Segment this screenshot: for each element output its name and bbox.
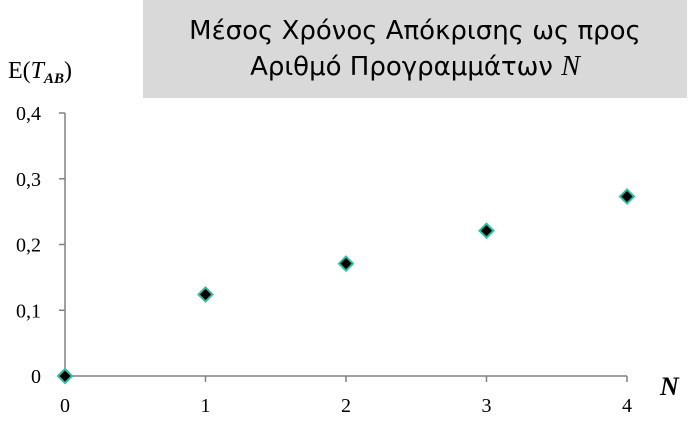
x-tick-label: 3 xyxy=(482,395,492,417)
x-axis-label: N xyxy=(660,372,679,401)
y-axis-label-prefix: E( xyxy=(8,58,31,84)
chart-title-line-1: Μέσος Χρόνος Απόκρισης ως προς xyxy=(189,16,641,46)
y-axis-label: E(TAB) xyxy=(8,58,72,88)
x-tick-label: 2 xyxy=(341,395,351,417)
chart-title-text: Αριθμό Προγραμμάτων xyxy=(250,52,553,82)
y-tick-label: 0,2 xyxy=(16,235,41,257)
data-point xyxy=(618,188,636,205)
y-tick-label: 0,3 xyxy=(16,169,41,191)
data-point xyxy=(337,255,355,272)
chart-title: Μέσος Χρόνος Απόκρισης ως προς Αριθμό Πρ… xyxy=(143,0,687,98)
y-axis-label-variable: T xyxy=(30,58,45,84)
x-tick-label: 1 xyxy=(201,395,211,417)
data-point xyxy=(56,367,74,385)
y-axis-label-subscript: AB xyxy=(44,71,65,87)
chart-title-variable: N xyxy=(561,51,580,82)
y-axis-label-suffix: ) xyxy=(64,58,73,84)
y-tick-label: 0,1 xyxy=(16,300,41,322)
x-tick-label: 0 xyxy=(60,395,70,417)
y-tick-label: 0,4 xyxy=(16,103,41,125)
data-point xyxy=(478,222,495,240)
chart-title-line-2: Αριθμό Προγραμμάτων N xyxy=(250,49,580,85)
x-tick-label: 4 xyxy=(622,395,632,417)
data-point xyxy=(197,286,214,303)
y-tick-label: 0 xyxy=(31,366,41,388)
